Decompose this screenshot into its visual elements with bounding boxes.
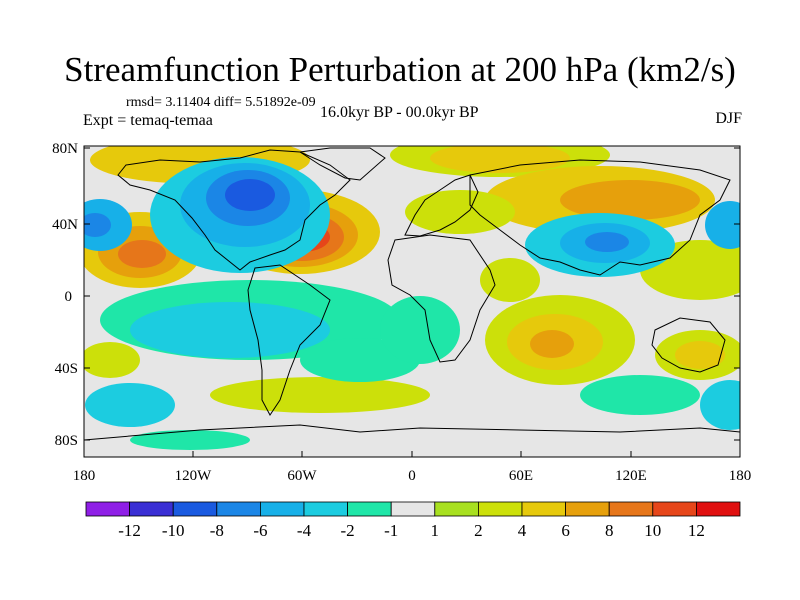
colorbar-swatch xyxy=(565,501,610,517)
lon-tick-label: 180 xyxy=(73,468,96,484)
negative-anomaly xyxy=(84,213,111,237)
greenland-coast xyxy=(298,147,386,181)
colorbar-swatch xyxy=(390,501,436,517)
colorbar-label: -4 xyxy=(297,521,312,540)
colorbar-swatch xyxy=(652,501,697,517)
lon-tick-label: 0 xyxy=(408,468,416,484)
positive-anomaly xyxy=(118,240,166,268)
colorbar-label: 12 xyxy=(688,521,705,540)
anomaly-fields xyxy=(84,146,740,450)
negative-anomaly xyxy=(130,430,250,450)
positive-anomaly xyxy=(480,258,540,302)
lat-tick-label: 0 xyxy=(65,289,73,305)
positive-anomaly xyxy=(560,180,700,220)
lat-tick-label: 40S xyxy=(55,361,78,377)
north-america-coast xyxy=(117,149,351,271)
colorbar-swatch xyxy=(696,501,741,517)
lon-tick-label: 180 xyxy=(729,468,752,484)
europe-coast xyxy=(404,174,479,237)
colorbar-label: -8 xyxy=(210,521,224,540)
lat-tick-label: 80N xyxy=(52,141,78,157)
lat-tick-label: 40N xyxy=(52,217,78,233)
positive-anomaly xyxy=(530,330,574,358)
colorbar-label: -2 xyxy=(341,521,355,540)
colorbar-swatch xyxy=(216,501,261,517)
colorbar-label: 10 xyxy=(644,521,661,540)
antarctica-coast xyxy=(84,424,740,441)
coastlines xyxy=(84,147,740,441)
colorbar-swatch xyxy=(303,501,348,517)
negative-anomaly xyxy=(130,302,330,358)
colorbar-swatch xyxy=(259,501,305,517)
colorbar-label: 2 xyxy=(474,521,483,540)
lon-tick-label: 120E xyxy=(615,468,647,484)
season-label: DJF xyxy=(715,110,742,127)
colorbar-swatch xyxy=(85,501,130,517)
asia-coast xyxy=(469,159,731,276)
positive-anomaly xyxy=(675,341,725,369)
latitude-axis: 80N 40N 0 40S 80S xyxy=(52,141,740,449)
lon-tick-label: 120W xyxy=(175,468,213,484)
positive-anomaly xyxy=(210,377,430,413)
chart-title: Streamfunction Perturbation at 200 hPa (… xyxy=(64,50,736,89)
colorbar-swatch xyxy=(129,501,174,517)
colorbar-swatch xyxy=(172,501,218,517)
colorbar-label: -10 xyxy=(162,521,185,540)
colorbar-swatch xyxy=(608,501,654,517)
lat-tick-label: 80S xyxy=(55,433,78,449)
colorbar-label: -1 xyxy=(384,521,398,540)
lon-tick-label: 60W xyxy=(287,468,317,484)
colorbar-swatch xyxy=(477,501,523,517)
map-panel xyxy=(84,146,740,457)
colorbar-label: 4 xyxy=(518,521,527,540)
positive-anomaly xyxy=(405,190,515,234)
colorbar-swatch xyxy=(434,501,479,517)
negative-anomaly xyxy=(380,296,460,364)
positive-anomaly xyxy=(430,146,570,173)
negative-anomaly xyxy=(585,232,629,252)
experiment-label: Expt = temaq-temaa xyxy=(83,112,213,129)
lon-tick-label: 60E xyxy=(509,468,533,484)
negative-anomaly xyxy=(705,201,740,249)
colorbar-label: 8 xyxy=(605,521,614,540)
south-america-coast xyxy=(247,264,331,416)
period-label: 16.0kyr BP - 00.0kyr BP xyxy=(320,104,479,121)
stats-label: rmsd= 3.11404 diff= 5.51892e-09 xyxy=(126,95,316,110)
colorbar-swatch xyxy=(347,501,392,517)
longitude-axis: 180 120W 60W 0 60E 120E 180 xyxy=(73,451,752,484)
negative-anomaly xyxy=(85,383,175,427)
colorbar-swatch xyxy=(521,501,566,517)
negative-anomaly xyxy=(580,375,700,415)
colorbar-label: 1 xyxy=(431,521,440,540)
positive-anomaly xyxy=(84,342,140,378)
colorbar-label: 6 xyxy=(561,521,570,540)
colorbar-label: -12 xyxy=(118,521,141,540)
australia-coast xyxy=(651,317,726,373)
colorbar-label: -6 xyxy=(253,521,267,540)
colorbar: -12 -10 -8 -6 -4 -2 -1 1 2 4 6 8 10 12 xyxy=(85,501,741,540)
negative-anomaly xyxy=(225,179,275,211)
africa-coast xyxy=(387,234,496,363)
negative-anomaly xyxy=(700,380,740,430)
